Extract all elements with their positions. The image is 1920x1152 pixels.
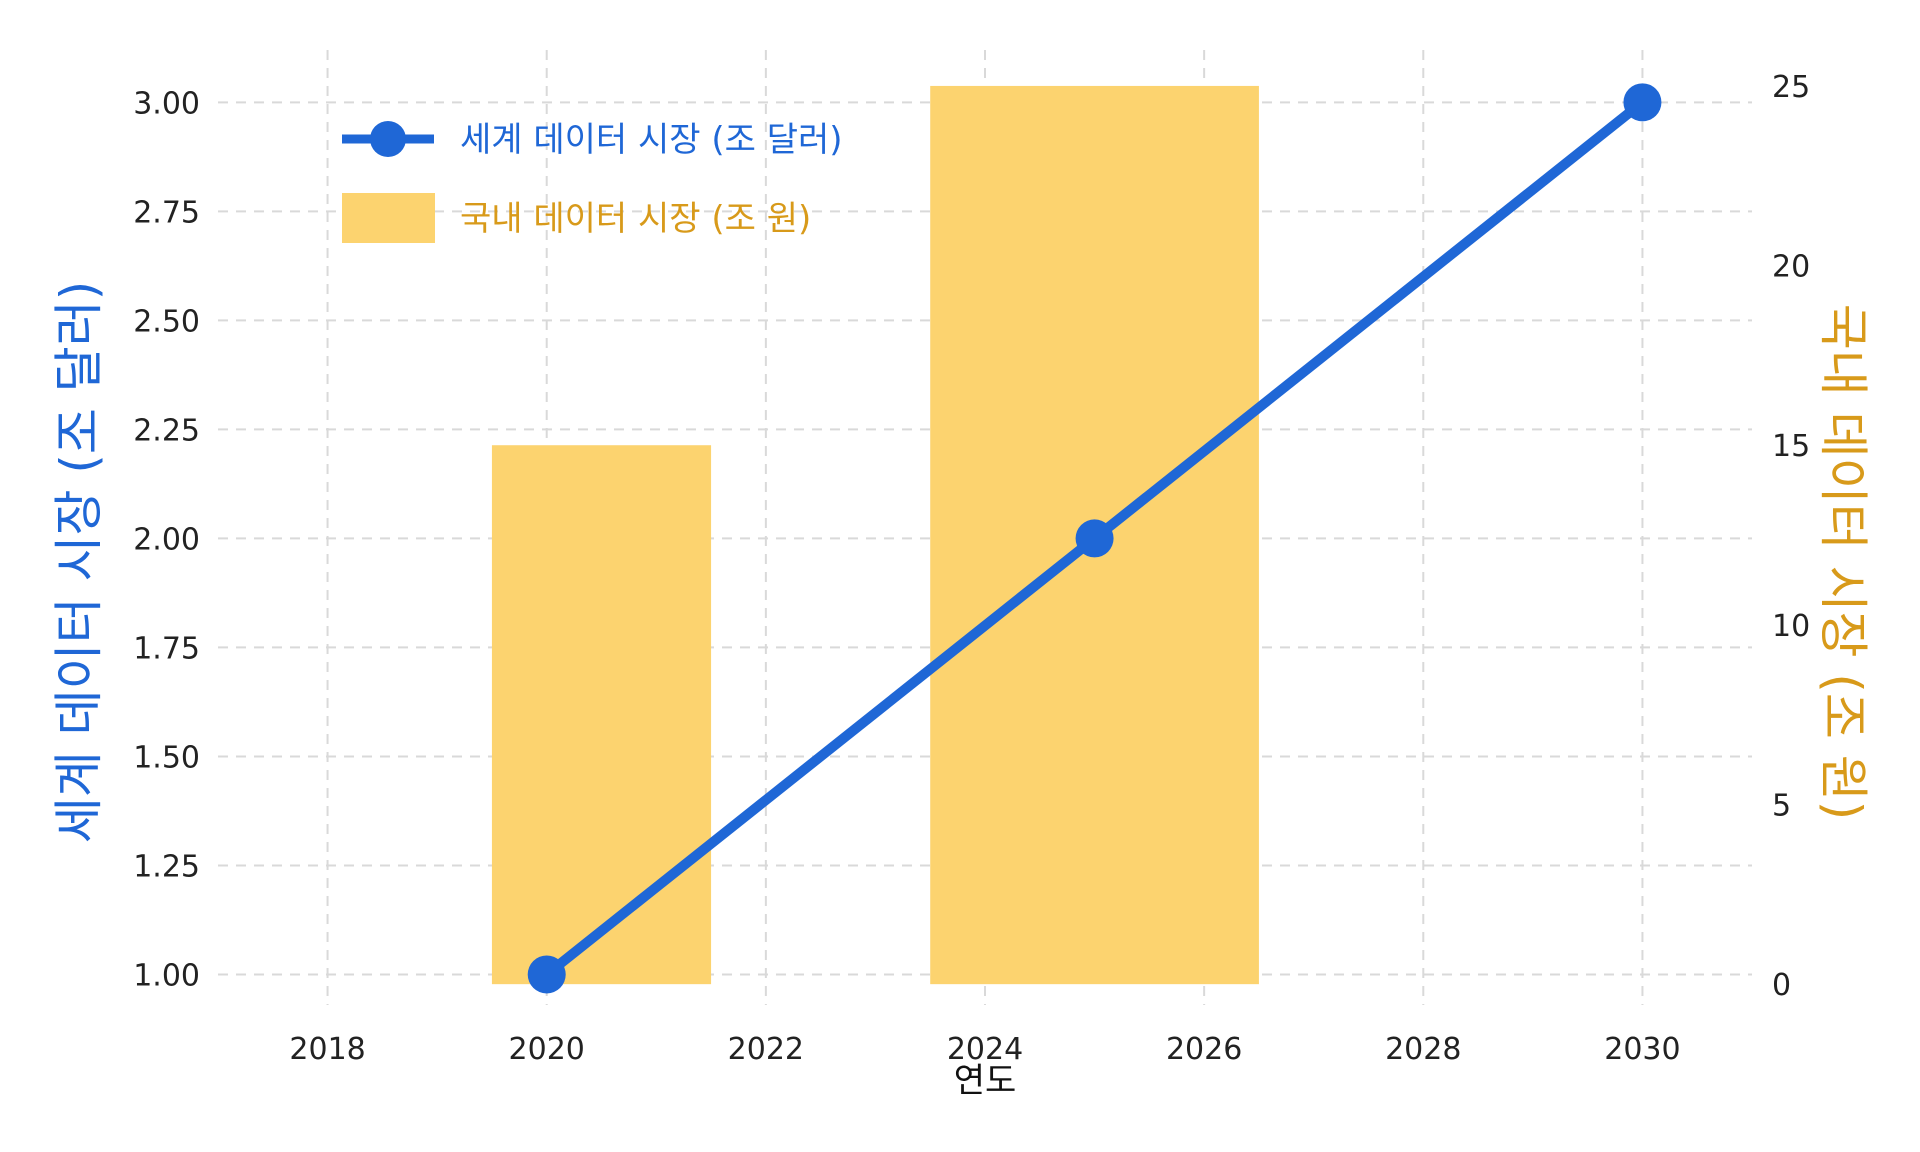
y-left-tick-label: 1.25 [133, 849, 200, 884]
y-right-tick-label: 5 [1772, 789, 1791, 824]
y-left-tick-label: 1.75 [133, 631, 200, 666]
legend-bar-label: 국내 데이터 시장 (조 원) [460, 199, 811, 239]
y-left-tick-label: 1.00 [133, 958, 200, 993]
x-tick-label: 2030 [1604, 1032, 1680, 1067]
bar-series [491, 85, 1259, 985]
y-left-tick-label: 2.00 [133, 522, 200, 557]
data-point [1075, 519, 1114, 558]
legend-line-label: 세계 데이터 시장 (조 달러) [460, 120, 843, 160]
x-tick-label: 2026 [1166, 1032, 1242, 1067]
y-left-tick-label: 3.00 [133, 86, 200, 121]
bar [491, 445, 712, 985]
x-tick-label: 2022 [728, 1032, 804, 1067]
y-left-tick-label: 2.50 [133, 304, 200, 339]
x-axis-ticks: 2018 2020 2022 2024 2026 2028 2030 [289, 1032, 1680, 1067]
y-right-axis-ticks: 0 5 10 15 20 25 [1772, 70, 1810, 1003]
x-axis-title: 연도 [954, 1061, 1017, 1101]
y-right-tick-label: 0 [1772, 968, 1791, 1003]
y-left-axis-ticks: 1.00 1.25 1.50 1.75 2.00 2.25 2.50 2.75 3.00 [133, 86, 200, 993]
line-series [527, 83, 1662, 994]
data-point [527, 955, 566, 994]
y-right-tick-label: 25 [1772, 70, 1810, 105]
y-left-axis-title: 세계 데이터 시장 (조 달러) [50, 281, 108, 844]
y-left-tick-label: 2.75 [133, 195, 200, 230]
legend: 세계 데이터 시장 (조 달러) 국내 데이터 시장 (조 원) [342, 120, 843, 243]
legend-line-marker [370, 121, 406, 157]
x-tick-label: 2020 [509, 1032, 585, 1067]
y-right-tick-label: 10 [1772, 609, 1810, 644]
legend-bar-swatch [342, 193, 435, 243]
data-point [1623, 83, 1662, 122]
y-right-tick-label: 15 [1772, 429, 1810, 464]
y-right-axis-title: 국내 데이터 시장 (조 원) [1814, 304, 1872, 821]
y-right-tick-label: 20 [1772, 250, 1810, 285]
x-tick-label: 2018 [289, 1032, 365, 1067]
x-tick-label: 2024 [947, 1032, 1023, 1067]
y-left-tick-label: 1.50 [133, 740, 200, 775]
y-left-tick-label: 2.25 [133, 413, 200, 448]
x-tick-label: 2028 [1385, 1032, 1461, 1067]
